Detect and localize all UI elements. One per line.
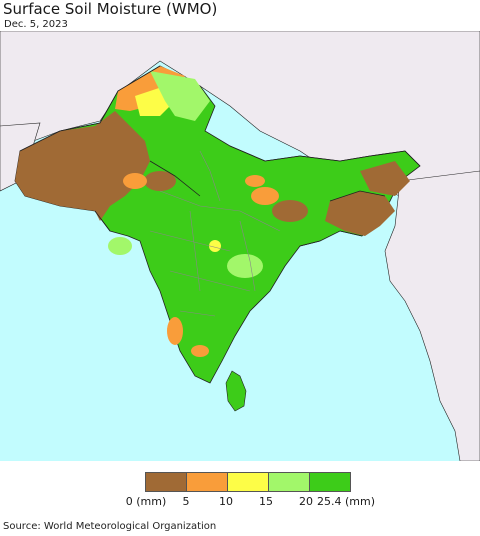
legend-swatch-20-25 bbox=[309, 473, 350, 491]
patch-south bbox=[191, 345, 209, 357]
dry-region-east bbox=[325, 191, 395, 236]
sri-lanka bbox=[225, 370, 247, 412]
legend-tick-25: 25.4 (mm) bbox=[316, 495, 376, 508]
patch-gujarat bbox=[108, 237, 132, 255]
map-date: Dec. 5, 2023 bbox=[4, 19, 68, 30]
patch-deccan-lightgreen bbox=[227, 254, 263, 278]
patch-central-orange bbox=[123, 173, 147, 189]
moist-region-north bbox=[150, 71, 210, 121]
source-credit: Source: World Meteorological Organizatio… bbox=[3, 521, 217, 532]
patch-deccan-yellow bbox=[209, 240, 221, 252]
legend-tick-5: 5 bbox=[182, 495, 190, 508]
legend-tick-10: 10 bbox=[219, 495, 233, 508]
legend-swatch-10-15 bbox=[227, 473, 268, 491]
dry-region-west bbox=[15, 111, 150, 221]
patch-central-dry bbox=[144, 171, 176, 191]
outside-land-east bbox=[384, 170, 480, 461]
legend-swatch-5-10 bbox=[186, 473, 227, 491]
country-borders bbox=[19, 65, 421, 247]
patch-east-orange bbox=[251, 187, 279, 205]
legend-swatch-0-5 bbox=[146, 473, 186, 491]
legend-colorbar bbox=[145, 472, 351, 492]
soil-moisture-map bbox=[0, 31, 480, 461]
patch-himalaya bbox=[245, 175, 265, 187]
patch-east-dry bbox=[272, 200, 308, 222]
legend-swatch-15-20 bbox=[268, 473, 309, 491]
dry-region-northeast bbox=[360, 161, 410, 196]
map-title: Surface Soil Moisture (WMO) bbox=[3, 0, 218, 18]
patch-west-coast bbox=[167, 317, 183, 345]
state-borders bbox=[149, 150, 281, 317]
legend-tick-0: 0 (mm) bbox=[125, 495, 167, 508]
legend-tick-20: 20 bbox=[299, 495, 313, 508]
legend-tick-15: 15 bbox=[259, 495, 273, 508]
